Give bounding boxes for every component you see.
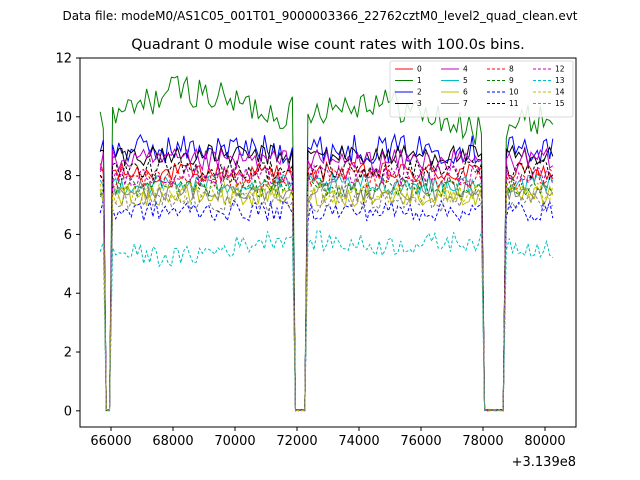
series-line-15 [100,191,554,412]
y-tick-label: 4 [64,287,72,302]
legend-label-2: 2 [417,88,422,97]
series-line-9 [99,175,554,412]
series-line-0 [99,160,554,412]
series-line-14 [99,181,554,412]
x-tick-label: 70000 [214,434,255,449]
legend-label-14: 14 [555,88,565,97]
chart-suptitle: Data file: modeM0/AS1C05_001T01_90000033… [62,9,577,23]
series-line-10 [99,199,554,412]
y-tick-label: 10 [55,110,72,125]
x-tick-label: 68000 [152,434,193,449]
x-tick-label: 80000 [524,434,565,449]
legend-label-4: 4 [463,65,468,74]
y-tick-label: 0 [64,404,72,419]
series-line-13 [99,230,554,412]
legend-label-10: 10 [509,88,519,97]
series-layer [99,75,554,412]
series-line-12 [99,163,554,412]
series-line-7 [99,179,554,412]
x-tick-label: 76000 [400,434,441,449]
series-line-8 [99,166,554,412]
legend-label-3: 3 [417,99,422,108]
x-tick-label: 66000 [90,434,131,449]
chart-title: Quadrant 0 module wise count rates with … [131,37,525,53]
legend-label-1: 1 [417,76,422,85]
x-tick-label: 72000 [276,434,317,449]
y-tick-label: 2 [64,346,72,361]
x-tick-label: 74000 [338,434,379,449]
series-line-11 [99,157,554,411]
legend-label-11: 11 [509,99,519,108]
legend-label-9: 9 [509,76,514,85]
x-offset-label: +3.139e8 [512,455,576,470]
series-line-4 [99,147,554,412]
x-tick-label: 78000 [462,434,503,449]
series-line-1 [99,75,554,412]
plot-frame [79,57,577,428]
legend-label-12: 12 [555,65,565,74]
plot-area [80,58,576,427]
y-tick-label: 8 [64,169,72,184]
axis-layer: 66000 68000 70000 72000 74000 76000 78000 80000… [55,52,565,450]
y-tick-label: 6 [64,228,72,243]
legend-label-13: 13 [555,76,565,85]
legend-label-6: 6 [463,88,468,97]
legend-label-5: 5 [463,76,468,85]
legend-label-0: 0 [417,65,422,74]
legend-label-7: 7 [463,99,468,108]
legend-label-15: 15 [555,99,565,108]
y-tick-label: 12 [55,52,72,67]
legend-box [389,60,574,118]
legend-label-8: 8 [509,65,514,74]
